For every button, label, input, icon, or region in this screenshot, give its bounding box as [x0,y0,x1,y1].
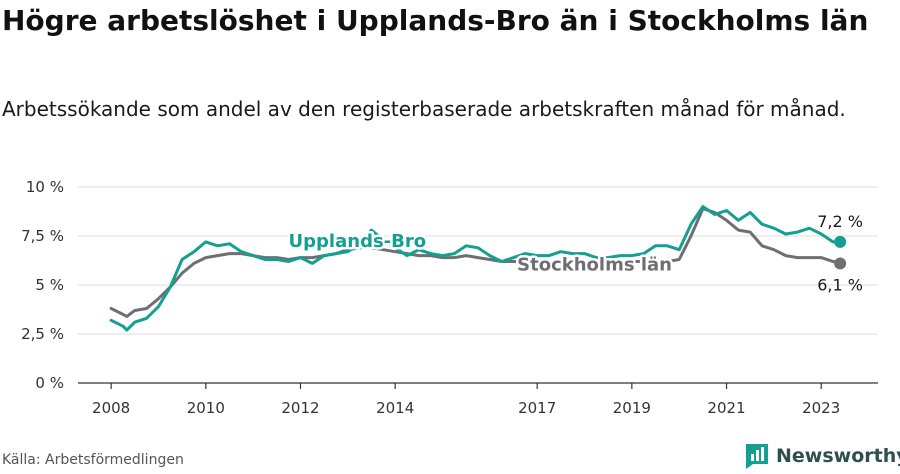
x-tick-label: 2019 [613,399,651,417]
stockholms-lan-end-label: 6,1 % [817,275,863,294]
y-tick-label: 0 % [35,374,64,392]
x-tick-label: 2010 [187,399,225,417]
brand-name: Newsworthy [776,445,900,467]
newsworthy-logo-icon [746,444,768,469]
chart-title: Högre arbetslöshet i Upplands-Bro än i S… [2,4,869,37]
series-layer [109,205,847,332]
brand-logo[interactable]: Newsworthy [744,440,900,472]
x-tick-label: 2017 [518,399,556,417]
stockholms-lan-line [109,207,842,318]
upplands-bro-label: Upplands-Bro [289,231,427,252]
label-layer: Upplands-Bro Stockholms län 7,2 % 6,1 % [286,212,863,295]
source-note: Källa: Arbetsförmedlingen [2,452,184,468]
stockholms-lan-end-point [834,257,847,270]
x-tick-label: 2023 [802,399,840,417]
y-tick-label: 10 % [26,178,64,196]
x-tick-label: 2012 [281,399,319,417]
stockholms-lan-label: Stockholms län [517,254,672,275]
y-tick-label: 5 % [35,276,64,294]
upplands-bro-end-point [834,235,847,248]
x-tick-label: 2014 [376,399,414,417]
y-tick-label: 2,5 % [21,325,64,343]
grid-layer [78,186,878,335]
axis-layer: 0 % 2,5 % 5 % 7,5 % 10 % 2008 2010 2012 2014 2017… [21,178,878,417]
upplands-bro-end-label: 7,2 % [817,212,863,231]
upplands-bro-line [109,205,842,332]
x-tick-label: 2008 [92,399,130,417]
chart-subtitle: Arbetssökande som andel av den registerb… [2,97,846,121]
y-tick-label: 7,5 % [21,227,64,245]
x-tick-label: 2021 [707,399,745,417]
